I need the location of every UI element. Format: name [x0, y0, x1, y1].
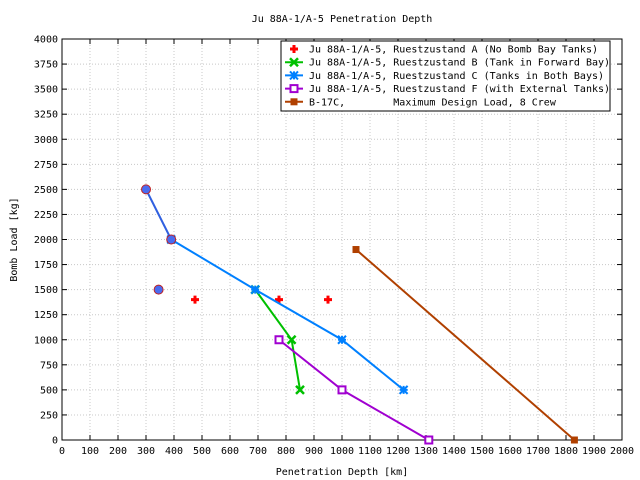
- data-point: [153, 284, 164, 295]
- x-tick-label: 2000: [610, 446, 634, 457]
- y-tick-label: 2500: [34, 185, 58, 196]
- series-7: [153, 284, 164, 295]
- data-point: [250, 284, 260, 295]
- data-point: [191, 295, 199, 304]
- data-point: [398, 385, 409, 395]
- legend-label: Ju 88A-1/A-5, Ruestzustand A (No Bomb Ba…: [309, 45, 598, 56]
- legend-marker: [289, 84, 299, 94]
- y-tick-label: 1500: [34, 285, 58, 296]
- legend-box: [280, 40, 611, 112]
- x-tick-label: 1700: [526, 446, 550, 457]
- y-tick-label: 3750: [34, 60, 58, 71]
- data-point: [570, 436, 578, 444]
- data-point: [337, 335, 347, 345]
- x-tick-label: 0: [59, 446, 65, 457]
- x-tick-label: 1900: [582, 446, 606, 457]
- legend-label: B-17C, Maximum Design Load, 8 Crew: [309, 97, 557, 108]
- y-tick-label: 0: [52, 436, 58, 447]
- x-tick-label: 1200: [386, 446, 410, 457]
- legend-label: Ju 88A-1/A-5, Ruestzustand B (Tank in Fo…: [309, 58, 610, 69]
- series-line: [355, 248, 576, 441]
- x-tick-label: 1300: [414, 446, 438, 457]
- y-tick-label: 2250: [34, 210, 58, 221]
- x-tick-label: 1500: [470, 446, 494, 457]
- legend-item: B-17C, Maximum Design Load, 8 Crew: [285, 97, 557, 108]
- y-tick-label: 1750: [34, 260, 58, 271]
- data-point: [424, 435, 434, 445]
- y-tick-label: 500: [40, 385, 58, 396]
- x-axis-title: Penetration Depth [km]: [276, 467, 408, 478]
- x-tick-label: 300: [137, 446, 155, 457]
- y-tick-label: 3500: [34, 85, 58, 96]
- x-tick-label: 900: [305, 446, 323, 457]
- legend-item: Ju 88A-1/A-5, Ruestzustand B (Tank in Fo…: [285, 57, 610, 69]
- data-point: [295, 384, 305, 395]
- legend-marker: [289, 57, 299, 68]
- data-point: [352, 246, 360, 254]
- legend-marker: [290, 98, 298, 106]
- x-tick-label: 600: [221, 446, 239, 457]
- chart-title: Ju 88A-1/A-5 Penetration Depth: [252, 14, 433, 25]
- series-line: [145, 188, 173, 240]
- x-tick-label: 1000: [330, 446, 354, 457]
- x-tick-label: 200: [109, 446, 127, 457]
- y-tick-label: 2750: [34, 160, 58, 171]
- data-point: [141, 184, 151, 195]
- x-tick-label: 1600: [498, 446, 522, 457]
- series-4: [274, 335, 434, 445]
- series-line: [170, 238, 405, 391]
- series-5: [352, 246, 578, 444]
- y-tick-label: 3000: [34, 135, 58, 146]
- data-point: [274, 335, 284, 345]
- y-tick-label: 1000: [34, 335, 58, 346]
- data-point: [286, 334, 297, 345]
- axis-ticks: 0 100 200 300 400 500 600 700 800 900 1000 1100 1200…: [34, 35, 634, 458]
- series-layer: [141, 184, 578, 445]
- legend-item: Ju 88A-1/A-5, Ruestzustand F (with Exter…: [285, 84, 610, 95]
- legend: Ju 88A-1/A-5, Ruestzustand A (No Bomb Ba…: [280, 40, 611, 112]
- legend-marker: [289, 70, 299, 81]
- x-tick-label: 1100: [358, 446, 382, 457]
- x-tick-label: 400: [165, 446, 183, 457]
- data-point: [337, 385, 347, 395]
- legend-label: Ju 88A-1/A-5, Ruestzustand C (Tanks in B…: [309, 71, 604, 82]
- x-tick-label: 100: [81, 446, 99, 457]
- legend-item: Ju 88A-1/A-5, Ruestzustand A (No Bomb Ba…: [290, 45, 598, 56]
- legend-marker: [290, 45, 298, 53]
- data-point: [324, 295, 332, 304]
- x-tick-label: 1800: [554, 446, 578, 457]
- x-tick-label: 700: [249, 446, 267, 457]
- y-axis-title: Bomb Load [kg]: [9, 197, 20, 281]
- x-tick-label: 1400: [442, 446, 466, 457]
- y-tick-label: 2000: [34, 235, 58, 246]
- y-tick-label: 4000: [34, 35, 58, 46]
- y-tick-label: 1250: [34, 310, 58, 321]
- legend-label: Ju 88A-1/A-5, Ruestzustand F (with Exter…: [309, 84, 610, 95]
- series-6: [141, 184, 177, 245]
- series-1: [191, 295, 332, 304]
- y-tick-label: 750: [40, 360, 58, 371]
- data-point: [166, 234, 177, 245]
- y-tick-label: 3250: [34, 110, 58, 121]
- y-tick-label: 250: [40, 410, 58, 421]
- x-tick-label: 500: [193, 446, 211, 457]
- legend-item: Ju 88A-1/A-5, Ruestzustand C (Tanks in B…: [285, 70, 604, 82]
- x-tick-label: 800: [277, 446, 295, 457]
